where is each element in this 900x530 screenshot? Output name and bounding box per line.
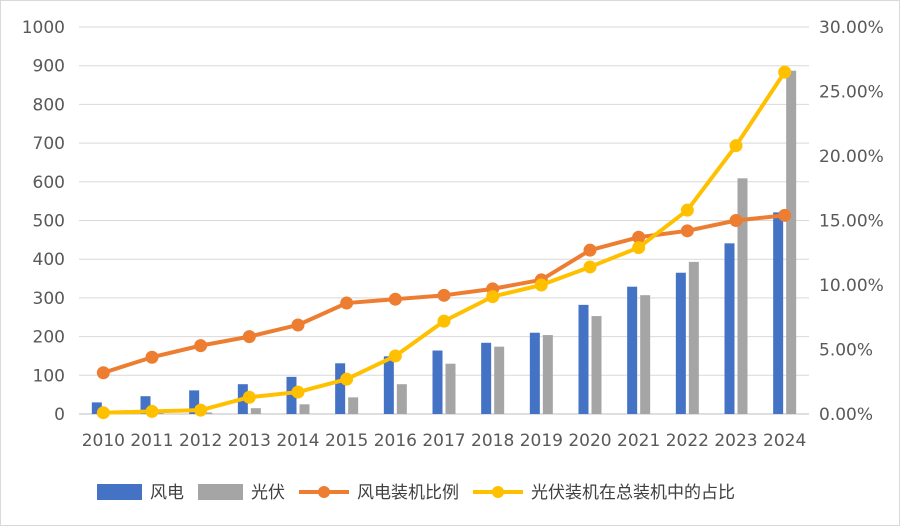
bar-wind: [481, 343, 491, 414]
bar-wind: [335, 363, 345, 414]
left-tick-label: 500: [33, 212, 65, 232]
point-solar-ratio: [389, 350, 401, 362]
x-tick-label: 2012: [179, 431, 222, 451]
point-solar-ratio: [292, 386, 304, 398]
x-tick-label: 2016: [374, 431, 417, 451]
bar-solar: [689, 262, 699, 414]
legend-swatch-bar: [198, 484, 243, 500]
x-tick-label: 2019: [520, 431, 563, 451]
x-tick-label: 2018: [471, 431, 514, 451]
point-solar-ratio: [633, 242, 645, 254]
x-tick-label: 2015: [325, 431, 368, 451]
point-wind-ratio: [146, 351, 158, 363]
left-tick-label: 600: [33, 173, 65, 193]
bar-wind: [627, 287, 637, 414]
left-tick-label: 100: [33, 366, 65, 386]
x-tick-label: 2021: [617, 431, 660, 451]
bar-solar: [494, 347, 504, 414]
right-tick-label: 20.00%: [819, 147, 884, 167]
left-tick-label: 400: [33, 250, 65, 270]
point-solar-ratio: [535, 279, 547, 291]
left-tick-label: 800: [33, 95, 65, 115]
point-wind-ratio: [584, 244, 596, 256]
point-wind-ratio: [438, 289, 450, 301]
x-tick-label: 2013: [228, 431, 271, 451]
point-solar-ratio: [146, 405, 158, 417]
bar-series: [92, 71, 796, 414]
point-wind-ratio: [681, 225, 693, 237]
point-wind-ratio: [292, 319, 304, 331]
bar-wind: [579, 305, 589, 414]
right-tick-label: 15.00%: [819, 212, 884, 232]
legend-swatch-marker: [492, 486, 504, 498]
bar-wind: [676, 273, 686, 414]
bar-wind: [725, 243, 735, 414]
left-tick-label: 300: [33, 289, 65, 309]
point-wind-ratio: [730, 215, 742, 227]
left-tick-label: 200: [33, 328, 65, 348]
point-wind-ratio: [341, 297, 353, 309]
point-solar-ratio: [243, 391, 255, 403]
point-wind-ratio: [389, 293, 401, 305]
right-tick-label: 25.00%: [819, 83, 884, 103]
bar-solar: [300, 404, 310, 414]
point-wind-ratio: [779, 209, 791, 221]
x-tick-label: 2024: [763, 431, 806, 451]
bar-solar: [640, 295, 650, 414]
legend-label: 风电: [150, 483, 184, 503]
point-solar-ratio: [195, 404, 207, 416]
x-tick-label: 2017: [422, 431, 465, 451]
legend-label: 光伏装机在总装机中的占比: [531, 483, 735, 503]
left-tick-label: 0: [54, 405, 65, 425]
point-wind-ratio: [195, 340, 207, 352]
line-series: [97, 66, 790, 419]
bar-solar: [251, 408, 261, 414]
x-tick-label: 2010: [82, 431, 125, 451]
point-solar-ratio: [341, 373, 353, 385]
bar-solar: [738, 178, 748, 414]
left-tick-label: 700: [33, 134, 65, 154]
x-tick-label: 2011: [130, 431, 173, 451]
point-wind-ratio: [97, 367, 109, 379]
legend-label: 风电装机比例: [357, 483, 459, 503]
legend-label: 光伏: [251, 483, 285, 503]
left-tick-label: 1000: [22, 18, 65, 38]
left-tick-label: 900: [33, 57, 65, 77]
x-tick-label: 2023: [714, 431, 757, 451]
point-solar-ratio: [779, 66, 791, 78]
bar-solar: [786, 71, 796, 414]
x-tick-label: 2020: [568, 431, 611, 451]
legend-swatch-marker: [318, 486, 330, 498]
bar-wind: [530, 333, 540, 414]
bar-wind: [433, 351, 443, 414]
right-tick-label: 30.00%: [819, 18, 884, 38]
right-tick-label: 5.00%: [819, 341, 873, 361]
point-solar-ratio: [438, 315, 450, 327]
point-wind-ratio: [243, 331, 255, 343]
legend-swatch-bar: [97, 484, 142, 500]
bar-solar: [397, 384, 407, 414]
right-tick-label: 0.00%: [819, 405, 873, 425]
point-solar-ratio: [730, 140, 742, 152]
bar-wind: [773, 212, 783, 414]
point-solar-ratio: [487, 291, 499, 303]
right-tick-label: 10.00%: [819, 276, 884, 296]
bar-solar: [348, 397, 358, 414]
point-solar-ratio: [681, 204, 693, 216]
x-tick-label: 2022: [666, 431, 709, 451]
bar-solar: [543, 335, 553, 414]
point-solar-ratio: [97, 407, 109, 419]
bar-solar: [592, 316, 602, 414]
bar-wind: [384, 356, 394, 414]
point-solar-ratio: [584, 261, 596, 273]
legend: 风电 光伏 风电装机比例 光伏装机在总装机中的占比: [97, 483, 735, 503]
gridlines: [79, 27, 809, 414]
bar-solar: [446, 364, 456, 414]
x-tick-label: 2014: [276, 431, 319, 451]
